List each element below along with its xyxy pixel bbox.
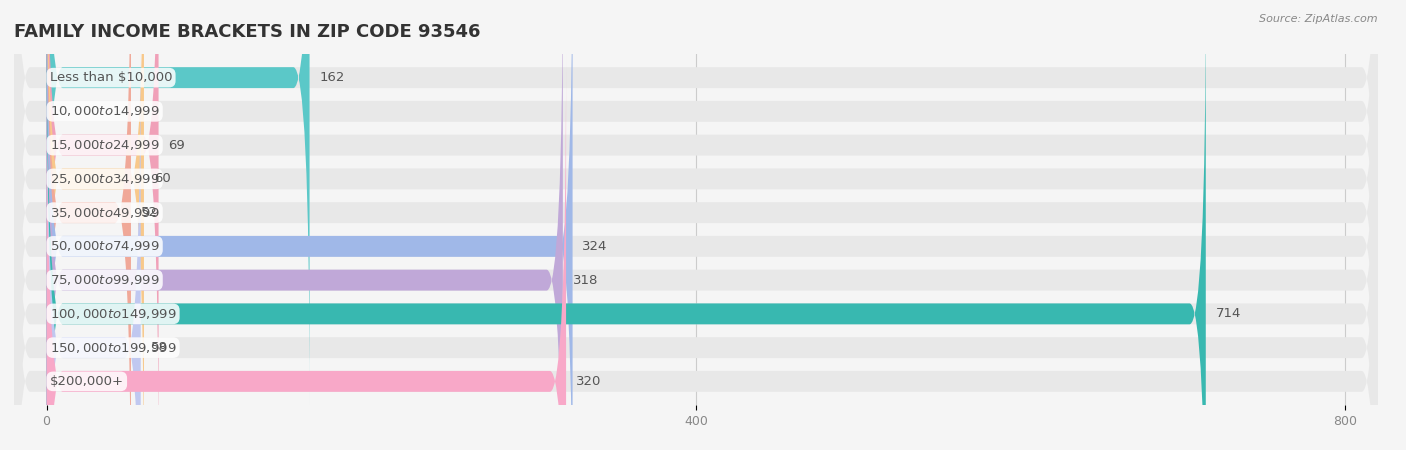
Text: $100,000 to $149,999: $100,000 to $149,999	[49, 307, 176, 321]
Text: $25,000 to $34,999: $25,000 to $34,999	[49, 172, 159, 186]
FancyBboxPatch shape	[46, 54, 567, 450]
Text: FAMILY INCOME BRACKETS IN ZIP CODE 93546: FAMILY INCOME BRACKETS IN ZIP CODE 93546	[14, 23, 481, 41]
FancyBboxPatch shape	[46, 0, 1206, 450]
Text: 318: 318	[572, 274, 598, 287]
FancyBboxPatch shape	[14, 0, 1378, 438]
FancyBboxPatch shape	[46, 21, 141, 450]
FancyBboxPatch shape	[14, 0, 1378, 450]
Text: 714: 714	[1216, 307, 1241, 320]
Text: $50,000 to $74,999: $50,000 to $74,999	[49, 239, 159, 253]
Text: $200,000+: $200,000+	[49, 375, 124, 388]
FancyBboxPatch shape	[14, 0, 1378, 450]
Text: 58: 58	[150, 341, 167, 354]
Text: 52: 52	[141, 206, 157, 219]
Text: Less than $10,000: Less than $10,000	[49, 71, 173, 84]
FancyBboxPatch shape	[14, 0, 1378, 450]
Text: $10,000 to $14,999: $10,000 to $14,999	[49, 104, 159, 118]
Text: $75,000 to $99,999: $75,000 to $99,999	[49, 273, 159, 287]
Text: $150,000 to $199,999: $150,000 to $199,999	[49, 341, 176, 355]
FancyBboxPatch shape	[14, 0, 1378, 405]
Text: Source: ZipAtlas.com: Source: ZipAtlas.com	[1260, 14, 1378, 23]
Text: 320: 320	[576, 375, 602, 388]
FancyBboxPatch shape	[14, 0, 1378, 450]
Text: $15,000 to $24,999: $15,000 to $24,999	[49, 138, 159, 152]
Text: 60: 60	[153, 172, 170, 185]
FancyBboxPatch shape	[46, 0, 572, 450]
FancyBboxPatch shape	[46, 0, 309, 405]
FancyBboxPatch shape	[14, 0, 1378, 450]
Text: 162: 162	[319, 71, 344, 84]
FancyBboxPatch shape	[46, 0, 143, 450]
Text: $35,000 to $49,999: $35,000 to $49,999	[49, 206, 159, 220]
FancyBboxPatch shape	[14, 21, 1378, 450]
FancyBboxPatch shape	[14, 0, 1378, 450]
Text: 69: 69	[169, 139, 186, 152]
Text: 324: 324	[582, 240, 607, 253]
FancyBboxPatch shape	[14, 54, 1378, 450]
FancyBboxPatch shape	[46, 0, 159, 450]
FancyBboxPatch shape	[46, 0, 562, 450]
FancyBboxPatch shape	[46, 0, 131, 450]
